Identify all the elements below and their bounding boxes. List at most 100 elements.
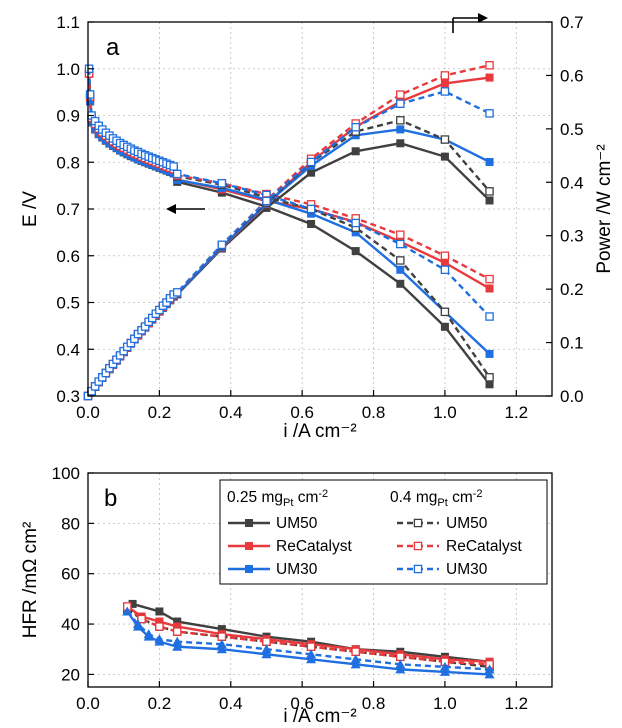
data-point (396, 265, 405, 274)
x-tick-label: 0.0 (76, 694, 100, 713)
x-tick-label: 0.4 (219, 694, 243, 713)
data-point (485, 349, 494, 358)
legend-header-unit: cm (293, 489, 318, 506)
x-axis-label: i /A cm⁻² (283, 706, 356, 727)
data-point (216, 644, 227, 654)
data-point (395, 659, 406, 669)
legend-entry-um50-0.25: UM50 (228, 515, 318, 532)
y-tick-label: 0.5 (56, 294, 80, 313)
data-point (128, 599, 137, 608)
data-point (440, 322, 449, 331)
data-point (485, 61, 494, 70)
y-tick-label: 0.3 (56, 387, 80, 406)
x-tick-label: 0.0 (76, 403, 100, 422)
y-tick-label: 1.0 (56, 60, 80, 79)
data-point (217, 179, 227, 188)
series-um50-0.4-e (84, 69, 494, 382)
series-line (126, 610, 490, 671)
data-point (169, 162, 178, 171)
legend-header: 0.25 mgPt cm-2 (227, 488, 328, 509)
legend-marker (245, 519, 253, 527)
panel-label: b (104, 485, 117, 512)
panel-a: 0.0 0.2 0.4 0.6 0.8 1.0 1.2 0.3 0.4 0.5 0.6 0.7 0.8 0… (20, 13, 615, 442)
arrow-head (478, 13, 488, 23)
legend-marker (413, 541, 423, 551)
data-point (351, 147, 360, 156)
data-point (307, 168, 316, 177)
data-point (143, 629, 154, 639)
data-point (396, 116, 405, 125)
data-point (350, 654, 361, 664)
series-line (132, 602, 490, 664)
data-point (350, 659, 361, 669)
y-axis-label: HFR /mΩ cm² (20, 522, 41, 639)
data-point (306, 642, 316, 651)
x-tick-label: 1.0 (433, 694, 457, 713)
data-point (172, 636, 183, 646)
data-point (440, 265, 450, 275)
legend-entry-recatalyst-0.25: ReCatalyst (228, 538, 352, 555)
data-point (122, 606, 133, 616)
y-tick-label: 80 (61, 514, 80, 533)
data-point (172, 627, 182, 636)
y2-tick-label: 0.5 (560, 120, 584, 139)
legend-header-base: 0.25 mg (227, 489, 283, 506)
data-point (351, 228, 360, 237)
data-point (396, 139, 405, 148)
y2-tick-label: 0.1 (560, 334, 584, 353)
legend-header-sup: -2 (473, 488, 483, 500)
data-point (217, 632, 227, 641)
legend-header-unit: cm (448, 489, 473, 506)
data-point (216, 639, 227, 649)
x-tick-label: 0.2 (148, 403, 172, 422)
data-point (439, 661, 450, 671)
data-point (351, 247, 360, 256)
data-point (172, 641, 183, 651)
series-line (87, 73, 491, 378)
y-tick-label: 100 (52, 464, 80, 483)
legend-marker (413, 518, 423, 528)
data-point (154, 634, 165, 644)
y-tick-label: 60 (61, 565, 80, 584)
data-point (485, 187, 494, 196)
legend-header: 0.4 mgPt cm-2 (390, 488, 483, 509)
arrow-head (166, 204, 176, 214)
data-point (440, 251, 450, 260)
data-point (261, 649, 272, 659)
x-tick-label: 1.0 (433, 403, 457, 422)
series-line (87, 73, 491, 386)
data-point (440, 87, 450, 96)
legend-label: ReCatalyst (446, 538, 522, 555)
legend-label: UM50 (446, 515, 488, 532)
y-tick-label: 20 (61, 665, 80, 684)
y-axis-label: E /V (20, 191, 41, 227)
series-line (126, 605, 490, 666)
data-point (396, 99, 405, 108)
data-point (307, 209, 316, 218)
data-point (396, 125, 405, 134)
data-point (173, 622, 182, 631)
data-point (351, 647, 360, 657)
data-point (351, 123, 360, 132)
series-line (87, 128, 491, 397)
legend-box (219, 479, 548, 585)
legend-header-sup: -2 (318, 488, 328, 500)
x-axis-label: i /A cm⁻² (283, 421, 356, 442)
data-point (396, 239, 405, 249)
data-point (440, 258, 449, 267)
data-point (262, 196, 271, 206)
series-um50-0.25-power (84, 139, 494, 400)
legend-marker (413, 564, 423, 574)
y2-axis-label: Power /W cm⁻² (594, 144, 615, 273)
data-point (306, 649, 317, 659)
series-line (87, 68, 491, 318)
data-point (155, 607, 164, 616)
right-arrow-icon (452, 13, 488, 33)
y-tick-label: 40 (61, 615, 80, 634)
legend-header-sub: Pt (437, 497, 447, 509)
series-um50-0.25-e (85, 69, 494, 389)
x-tick-label: 0.6 (290, 694, 314, 713)
legend-marker (245, 565, 253, 573)
data-point (137, 614, 146, 624)
